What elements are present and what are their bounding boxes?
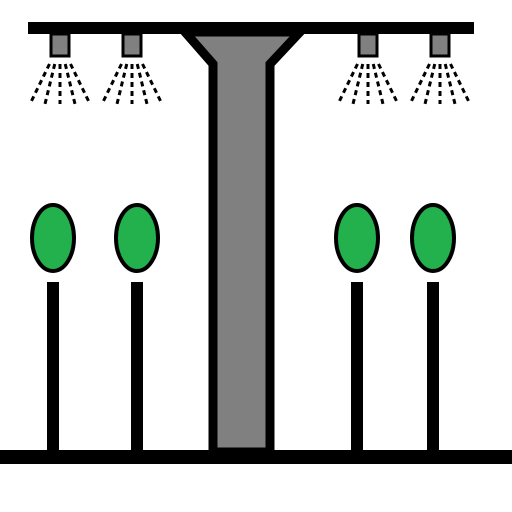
- leaf-icon: [410, 203, 456, 273]
- leaf-icon: [30, 203, 76, 273]
- leaf-icon: [114, 203, 160, 273]
- sprinkler-head-3: [336, 32, 400, 105]
- water-spray-line: [100, 63, 123, 105]
- sprinkler-head-4: [408, 32, 472, 105]
- plant-stem: [131, 282, 143, 454]
- water-spray-line: [43, 63, 57, 105]
- sprinkler-head-2: [100, 32, 164, 105]
- ground-line: [0, 450, 512, 464]
- plant-1: [30, 203, 76, 454]
- water-spray-line: [449, 63, 472, 105]
- sprinkler-icon: [121, 32, 143, 58]
- water-spray-line: [141, 63, 164, 105]
- plant-stem: [351, 282, 363, 454]
- sprinkler-group: [28, 32, 472, 105]
- plant-stem: [47, 282, 59, 454]
- water-spray-line: [115, 63, 129, 105]
- sprinkler-head-1: [28, 32, 92, 105]
- water-spray-line: [336, 63, 359, 105]
- water-spray-line: [371, 63, 385, 105]
- water-spray-line: [408, 63, 431, 105]
- plant-3: [334, 203, 380, 454]
- water-spray-line: [377, 63, 400, 105]
- water-spray-line: [351, 63, 365, 105]
- plant-stem: [427, 282, 439, 454]
- leaf-icon: [334, 203, 380, 273]
- plant-2: [114, 203, 160, 454]
- water-spray-line: [69, 63, 92, 105]
- sprinkler-icon: [429, 32, 451, 58]
- plant-group: [30, 203, 456, 454]
- water-spray-line: [135, 63, 149, 105]
- sprinkler-icon: [357, 32, 379, 58]
- water-spray-line: [28, 63, 51, 105]
- water-spray-line: [63, 63, 77, 105]
- plant-4: [410, 203, 456, 454]
- sprinkler-icon: [49, 32, 71, 58]
- water-spray-line: [443, 63, 457, 105]
- water-spray-line: [423, 63, 437, 105]
